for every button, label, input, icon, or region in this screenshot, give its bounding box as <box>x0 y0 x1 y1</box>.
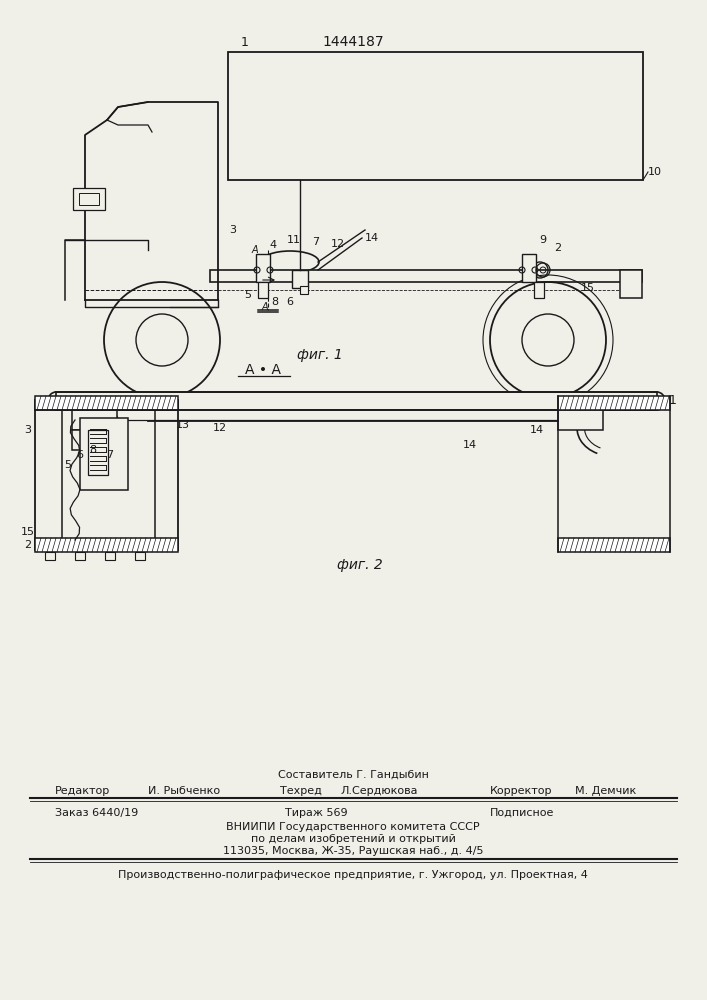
Text: Редактор: Редактор <box>55 786 110 796</box>
Text: 6: 6 <box>286 297 293 307</box>
Text: А • А: А • А <box>245 363 281 377</box>
Text: 2: 2 <box>25 540 32 550</box>
Bar <box>75 552 85 560</box>
Bar <box>620 270 642 298</box>
Text: 7: 7 <box>107 450 114 460</box>
Text: М. Демчик: М. Демчик <box>575 786 636 796</box>
Text: A: A <box>262 302 269 312</box>
Bar <box>210 270 642 282</box>
Bar <box>300 286 308 294</box>
Text: И. Рыбченко: И. Рыбченко <box>148 786 220 796</box>
Bar <box>72 430 117 450</box>
Text: Составитель Г. Гандыбин: Составитель Г. Гандыбин <box>278 770 428 780</box>
Bar <box>258 282 268 298</box>
Text: 12: 12 <box>331 239 345 249</box>
Text: 14: 14 <box>530 425 544 435</box>
Text: Тираж 569: Тираж 569 <box>285 808 348 818</box>
Text: Производственно-полиграфическое предприятие, г. Ужгород, ул. Проектная, 4: Производственно-полиграфическое предприя… <box>118 870 588 880</box>
Text: 13: 13 <box>176 420 190 430</box>
Text: 113035, Москва, Ж-35, Раушская наб., д. 4/5: 113035, Москва, Ж-35, Раушская наб., д. … <box>223 846 484 856</box>
Bar <box>35 396 178 410</box>
Text: фиг. 2: фиг. 2 <box>337 558 383 572</box>
Bar <box>73 188 105 210</box>
Bar <box>105 552 115 560</box>
Text: 11: 11 <box>287 235 301 245</box>
Text: Л.Сердюкова: Л.Сердюкова <box>340 786 418 796</box>
Bar <box>522 254 536 282</box>
Text: 1444187: 1444187 <box>322 35 384 49</box>
Bar <box>292 270 308 288</box>
Text: 8: 8 <box>271 297 279 307</box>
Text: A: A <box>252 245 258 255</box>
Text: 8: 8 <box>90 445 97 455</box>
Text: 12: 12 <box>213 423 227 433</box>
Text: Техред: Техред <box>280 786 322 796</box>
Bar <box>534 282 544 298</box>
Ellipse shape <box>261 251 319 273</box>
Bar <box>256 254 270 282</box>
Bar <box>35 538 178 552</box>
Bar <box>135 552 145 560</box>
Bar <box>56 392 657 410</box>
Text: 3: 3 <box>25 425 32 435</box>
Bar <box>558 410 603 430</box>
Bar <box>45 552 55 560</box>
Text: 5: 5 <box>245 290 252 300</box>
Bar <box>558 538 670 552</box>
Text: 9: 9 <box>539 235 547 245</box>
Text: 14: 14 <box>463 440 477 450</box>
Text: 15: 15 <box>581 283 595 293</box>
Text: 4: 4 <box>269 240 276 250</box>
Text: 1: 1 <box>241 35 249 48</box>
Bar <box>80 418 128 490</box>
Bar <box>558 396 670 410</box>
Text: 15: 15 <box>21 527 35 537</box>
Bar <box>79 193 99 205</box>
Text: Подписное: Подписное <box>490 808 554 818</box>
Text: 10: 10 <box>648 167 662 177</box>
Bar <box>228 52 643 180</box>
Bar <box>88 430 108 475</box>
Text: 14: 14 <box>365 233 379 243</box>
Bar <box>72 410 117 430</box>
Text: Заказ 6440/19: Заказ 6440/19 <box>55 808 139 818</box>
Text: 5: 5 <box>64 460 71 470</box>
Text: Корректор: Корректор <box>490 786 552 796</box>
Text: 2: 2 <box>554 243 561 253</box>
Text: ВНИИПИ Государственного комитета СССР: ВНИИПИ Государственного комитета СССР <box>226 822 480 832</box>
Text: фиг. 1: фиг. 1 <box>297 348 343 362</box>
Text: по делам изобретений и открытий: по делам изобретений и открытий <box>250 834 455 844</box>
Text: 3: 3 <box>230 225 237 235</box>
Text: 6: 6 <box>76 450 83 460</box>
Text: 7: 7 <box>312 237 320 247</box>
Text: 1: 1 <box>669 393 677 406</box>
